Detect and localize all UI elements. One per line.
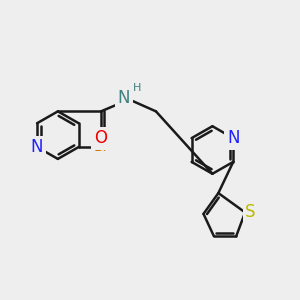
Text: N: N <box>31 138 43 156</box>
Text: N: N <box>227 129 239 147</box>
Text: H: H <box>133 83 142 93</box>
Text: O: O <box>94 129 107 147</box>
Text: N: N <box>118 89 130 107</box>
Text: S: S <box>245 203 256 221</box>
Text: Br: Br <box>93 140 109 154</box>
